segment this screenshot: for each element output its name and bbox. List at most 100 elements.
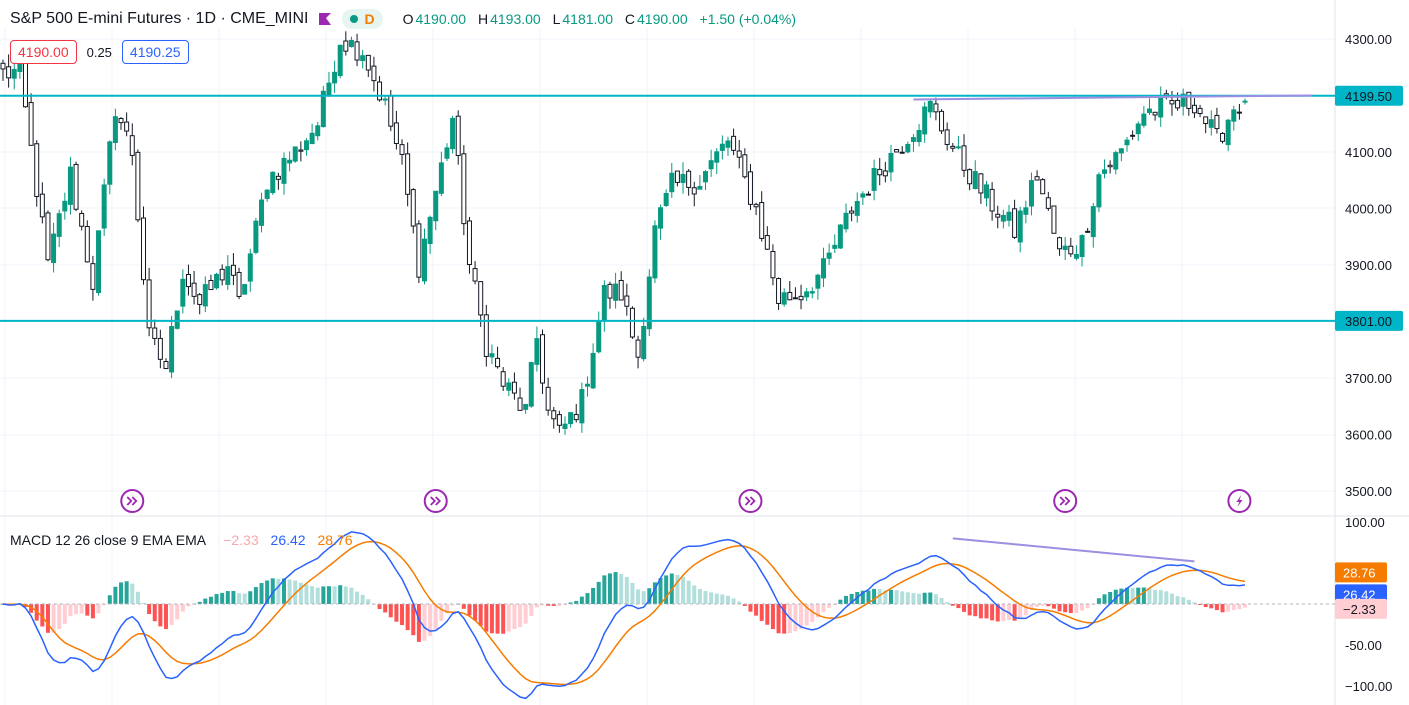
candle-body[interactable] [259,199,265,226]
candle-body[interactable] [601,285,607,322]
candle-body[interactable] [1124,139,1130,146]
candle-body[interactable] [1225,119,1231,146]
candle-body[interactable] [298,149,304,152]
candle-body[interactable] [556,414,562,426]
candle-body[interactable] [1107,164,1113,168]
candle-body[interactable] [809,291,815,294]
candle-body[interactable] [365,54,371,71]
candle-body[interactable] [652,225,658,279]
candle-body[interactable] [427,216,433,245]
candle-body[interactable] [180,278,186,307]
candle-body[interactable] [573,414,579,421]
candle-body[interactable] [849,210,855,214]
candle-body[interactable] [680,173,686,183]
candle-body[interactable] [270,171,276,194]
candle-body[interactable] [101,184,107,229]
candle-body[interactable] [1118,148,1124,154]
candle-body[interactable] [972,171,978,189]
candle-body[interactable] [174,310,180,329]
candle-body[interactable] [523,403,529,410]
candle-body[interactable] [742,154,748,178]
macd-divergence-line[interactable] [952,537,1195,563]
candle-body[interactable] [107,141,113,185]
candle-body[interactable] [1220,132,1226,142]
candle-body[interactable] [393,122,399,144]
candle-body[interactable] [202,284,208,307]
candle-body[interactable] [1113,152,1119,170]
candle-body[interactable] [1197,107,1203,114]
candle-body[interactable] [264,189,270,199]
candle-body[interactable] [6,66,12,79]
candle-body[interactable] [455,115,461,157]
candle-body[interactable] [663,192,669,206]
candle-body[interactable] [545,386,551,411]
candle-body[interactable] [495,357,501,368]
candle-body[interactable] [697,185,703,190]
symbol-title[interactable]: S&P 500 E-mini Futures · 1D · CME_MINI [10,10,309,27]
candle-body[interactable] [1073,253,1079,259]
candle-body[interactable] [703,171,708,183]
candle-body[interactable] [528,362,534,407]
candle-body[interactable] [1102,169,1108,174]
trendline[interactable] [913,94,1313,101]
candle-body[interactable] [169,326,175,373]
candle-body[interactable] [669,172,675,193]
market-status-pill[interactable]: D [342,9,383,29]
candle-body[interactable] [315,125,321,137]
candle-body[interactable] [51,233,57,264]
buy-button[interactable]: 4190.25 [121,40,189,64]
candle-body[interactable] [708,160,714,170]
candle-body[interactable] [1023,207,1029,215]
candle-body[interactable] [225,266,231,285]
candle-body[interactable] [399,144,405,155]
candle-body[interactable] [584,383,590,387]
candle-body[interactable] [562,423,568,429]
candle-body[interactable] [343,40,349,52]
candle-body[interactable] [185,273,191,288]
candle-body[interactable] [590,352,596,389]
candle-body[interactable] [1180,93,1186,107]
candle-body[interactable] [326,82,332,97]
candle-body[interactable] [309,132,315,145]
candle-body[interactable] [955,146,961,149]
candle-body[interactable] [1085,230,1091,233]
candle-body[interactable] [1242,100,1248,103]
candle-body[interactable] [354,41,360,61]
candle-body[interactable] [922,106,928,135]
candle-body[interactable] [1169,100,1175,105]
candle-body[interactable] [882,170,888,177]
candle-body[interactable] [247,253,253,282]
candle-body[interactable] [236,271,242,297]
candle-body[interactable] [674,170,680,183]
candle-body[interactable] [348,39,354,47]
candle-body[interactable] [798,295,804,301]
candle-body[interactable] [568,412,574,425]
candle-body[interactable] [219,268,225,281]
candle-body[interactable] [860,193,866,198]
candle-body[interactable] [764,235,770,250]
candle-body[interactable] [719,143,725,151]
candle-body[interactable] [1012,208,1018,238]
candle-body[interactable] [1028,180,1034,207]
candle-body[interactable] [466,220,472,266]
candle-body[interactable] [821,258,827,279]
candle-body[interactable] [1135,123,1141,135]
candle-body[interactable] [1152,111,1158,116]
candle-body[interactable] [281,157,287,184]
candle-body[interactable] [837,224,843,249]
candle-body[interactable] [208,279,214,291]
candle-body[interactable] [1141,113,1147,126]
candle-body[interactable] [1034,176,1040,181]
candle-body[interactable] [624,295,630,307]
candle-body[interactable] [332,71,338,84]
candle-body[interactable] [815,274,821,289]
candle-body[interactable] [1130,134,1136,137]
candle-body[interactable] [865,193,871,196]
candle-body[interactable] [67,166,73,205]
candle-body[interactable] [112,116,118,143]
candle-body[interactable] [658,207,664,229]
candle-body[interactable] [28,102,34,146]
candle-body[interactable] [337,44,343,76]
candle-body[interactable] [854,201,860,216]
candle-body[interactable] [472,268,478,282]
